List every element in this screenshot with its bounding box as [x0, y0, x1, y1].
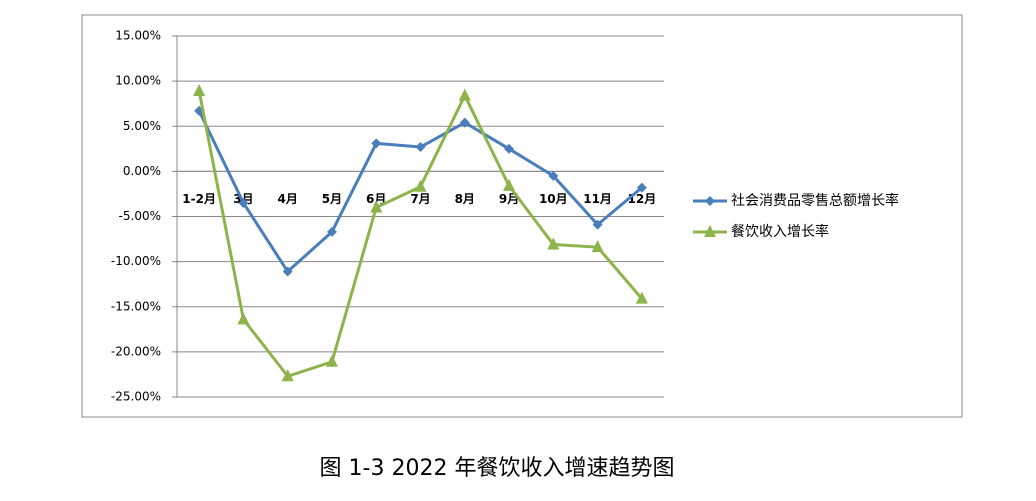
point	[193, 84, 206, 97]
point	[281, 369, 294, 382]
chart-caption: 图 1-3 2022 年餐饮收入增速趋势图	[320, 456, 675, 481]
point	[414, 179, 427, 192]
point	[547, 237, 560, 250]
x-tick-label: 10月	[539, 192, 568, 206]
y-tick-label: -15.00%	[111, 299, 161, 313]
point	[415, 142, 426, 153]
y-tick-label: -20.00%	[111, 344, 161, 358]
point	[326, 226, 337, 237]
y-tick-label: -25.00%	[111, 390, 161, 404]
point	[459, 117, 470, 128]
point	[635, 291, 648, 304]
y-tick-label: 5.00%	[123, 119, 161, 133]
y-tick-label: 15.00%	[115, 29, 161, 43]
y-tick-label: -5.00%	[119, 209, 161, 223]
y-tick-label: 10.00%	[115, 74, 161, 88]
x-tick-label: 7月	[410, 192, 430, 206]
x-tick-label: 6月	[366, 192, 386, 206]
legend-label: 餐饮收入增长率	[731, 223, 829, 240]
legend-marker	[705, 196, 715, 206]
point	[591, 240, 604, 253]
point	[503, 178, 516, 191]
x-tick-label: 12月	[628, 192, 657, 206]
x-tick-label: 1-2月	[182, 192, 216, 206]
legend-label: 社会消费品零售总额增长率	[731, 192, 899, 209]
x-tick-label: 4月	[278, 192, 298, 206]
y-tick-label: -10.00%	[111, 254, 161, 268]
point	[282, 266, 293, 277]
point	[592, 219, 603, 230]
x-tick-label: 8月	[455, 192, 475, 206]
y-tick-label: 0.00%	[123, 164, 161, 178]
point	[325, 354, 338, 367]
point	[237, 312, 250, 325]
x-tick-label: 9月	[499, 192, 519, 206]
x-tick-label: 11月	[583, 192, 612, 206]
x-tick-label: 5月	[322, 192, 342, 206]
point	[458, 88, 471, 101]
point	[504, 143, 515, 154]
point	[548, 170, 559, 181]
point	[238, 197, 249, 208]
point	[370, 200, 383, 213]
point	[636, 182, 647, 193]
point	[371, 138, 382, 149]
legend-marker	[704, 225, 716, 237]
